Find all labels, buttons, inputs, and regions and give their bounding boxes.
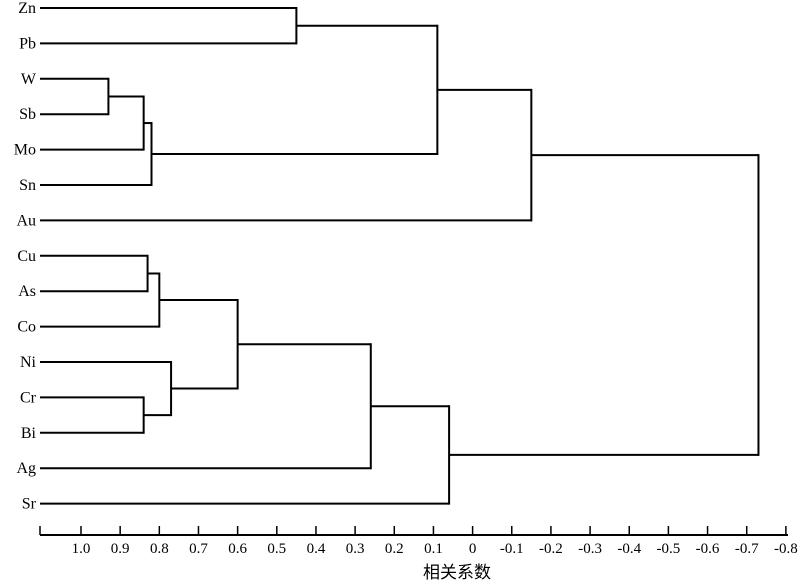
x-tick-label: 0.3 [346,541,365,557]
x-tick-label: -0.4 [617,541,641,557]
leaf-label-co: Co [17,319,36,336]
dendrogram-branches [40,7,760,505]
leaf-label-cu: Cu [17,248,36,265]
leaf-label-zn: Zn [18,0,36,17]
x-tick-label: 0.1 [424,541,443,557]
x-tick-label: 0.6 [228,541,247,557]
leaf-label-bi: Bi [21,425,37,442]
leaf-label-ag: Ag [16,460,36,477]
x-tick-label: -0.8 [774,541,798,557]
x-axis-title: 相关系数 [423,563,491,582]
x-tick-label: 0.2 [385,541,404,557]
leaf-labels: Zn Pb W Sb Mo Sn Au Cu As Co Ni Cr Bi Ag Sr [14,0,37,513]
leaf-label-cr: Cr [20,389,37,406]
leaf-label-sr: Sr [22,496,37,513]
x-tick-label: 0.7 [189,541,208,557]
leaf-label-ni: Ni [20,354,37,371]
x-tick-label: 0.8 [150,541,169,557]
x-tick-label: -0.6 [696,541,720,557]
x-tick-label: 1.0 [72,541,91,557]
x-tick-label: -0.5 [657,541,681,557]
leaf-label-mo: Mo [14,142,36,159]
leaf-label-sn: Sn [19,177,36,194]
x-axis: 1.0 0.9 0.8 0.7 0.6 0.5 0.4 0.3 0.2 0.1 0 -0.1 -0.2-… [39,526,798,557]
leaf-label-au: Au [16,212,36,229]
x-tick-label: 0.5 [267,541,286,557]
x-tick-label: -0.1 [500,541,524,557]
x-tick-label: 0.9 [111,541,130,557]
x-tick-label: 0.4 [307,541,326,557]
leaf-label-as: As [18,283,36,300]
x-tick-label: -0.7 [735,541,759,557]
x-axis-ticks: 1.0 0.9 0.8 0.7 0.6 0.5 0.4 0.3 0.2 0.1 0 -0.1 -0.2-… [39,526,798,557]
leaf-label-pb: Pb [19,35,36,52]
leaf-label-sb: Sb [19,106,36,123]
x-tick-label: -0.2 [539,541,563,557]
x-tick-label: -0.3 [578,541,602,557]
x-tick-label: 0 [469,541,477,557]
leaf-label-w: W [21,71,37,88]
